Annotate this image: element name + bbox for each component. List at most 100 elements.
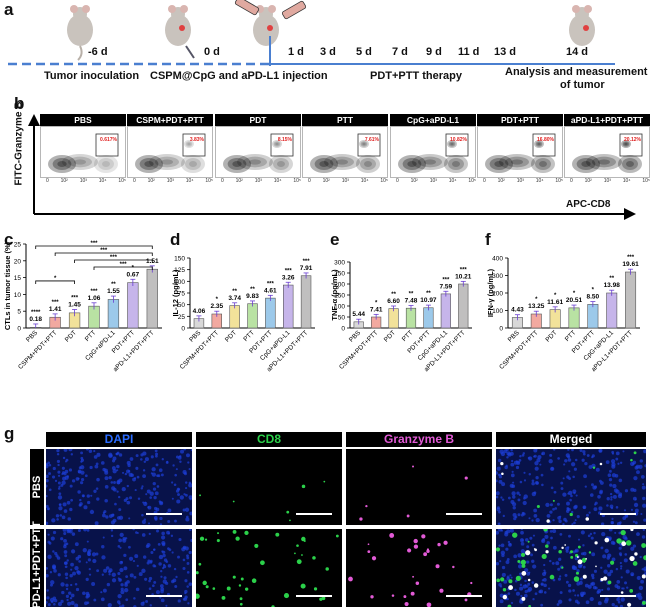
- bar: [568, 307, 580, 329]
- density-blob: [412, 154, 448, 170]
- day-label: 0 d: [204, 46, 220, 58]
- density-blob: [310, 155, 338, 173]
- row-label-pbs: PBS: [30, 449, 44, 525]
- x-tick-label: PTT: [84, 329, 98, 343]
- density-blob: [622, 141, 630, 147]
- density-blob: [98, 158, 114, 170]
- y-tick-label: 50: [178, 302, 186, 309]
- y-tick-label: 10: [14, 292, 22, 299]
- day-label: 1 d: [288, 46, 304, 58]
- flow-plot-title: PDT+PTT: [477, 114, 563, 126]
- data-label: 9.83: [246, 293, 259, 300]
- tick-label: 0: [396, 178, 399, 184]
- density-blob: [189, 161, 197, 167]
- gate-percentage: 16.80%: [537, 137, 555, 143]
- data-label: 1.06: [88, 295, 101, 302]
- density-blob: [181, 155, 205, 173]
- bracket-star: ***: [110, 255, 118, 261]
- density-blob: [626, 161, 634, 167]
- y-tick-label: 200: [334, 282, 345, 289]
- gate-percentage: 0.617%: [100, 137, 118, 143]
- density-blob: [621, 140, 631, 148]
- density-blob: [535, 158, 551, 170]
- flow-plot: PDT 8.15% 0 10² 10³ 10⁴ 10⁵: [215, 114, 301, 184]
- significance-star: *: [216, 297, 219, 303]
- gate-percentage: 3.83%: [190, 137, 205, 143]
- microscopy-image: [196, 529, 342, 607]
- tick-label: 10³: [254, 178, 262, 184]
- tick-label: 10³: [166, 178, 174, 184]
- flow-axis-arrows: [28, 114, 636, 220]
- bracket-star: ***: [90, 241, 98, 247]
- x-tick-label: PTT: [242, 329, 256, 343]
- tick-label: 10²: [235, 178, 243, 184]
- microscopy-image: [46, 449, 192, 525]
- x-tick-label: PBS: [25, 329, 40, 344]
- bracket-star: ***: [120, 262, 128, 268]
- density-blob: [184, 140, 194, 148]
- density-blob: [489, 158, 509, 170]
- gate-percentage: 20.12%: [624, 137, 642, 143]
- y-tick-label: 0: [17, 326, 21, 333]
- stage-label: of tumor: [560, 79, 605, 91]
- laser-icon-left: [234, 0, 260, 16]
- y-tick-label: 150: [334, 293, 345, 300]
- bar: [146, 268, 158, 329]
- density-blob: [592, 156, 616, 168]
- density-blob: [52, 158, 72, 170]
- bar: [423, 307, 434, 329]
- significance-star: ***: [460, 267, 468, 273]
- data-label: 10.97: [420, 297, 437, 304]
- tick-label: 10⁵: [118, 178, 126, 184]
- significance-star: *: [573, 291, 576, 297]
- y-tick-label: 25: [178, 314, 186, 321]
- x-tick-label: PBS: [348, 329, 363, 344]
- tick-label: 10⁴: [535, 178, 544, 184]
- tick-label: 0: [46, 178, 49, 184]
- tick-label: 0: [308, 178, 311, 184]
- density-blob: [418, 156, 442, 168]
- density-blob: [586, 154, 622, 170]
- density-blob: [539, 161, 547, 167]
- data-label: 7.91: [300, 265, 313, 272]
- y-tick-label: 75: [178, 291, 186, 298]
- tick-label: 10⁵: [555, 178, 563, 184]
- significance-bracket: [74, 259, 153, 263]
- density-blob: [402, 158, 422, 170]
- day-label: 3 d: [320, 46, 336, 58]
- gate-percentage: 8.15%: [278, 137, 293, 143]
- flow-plot: aPD-L1+PDT+PTT 20.12% 0 10² 10³ 10⁴ 10⁵: [564, 114, 650, 184]
- tick-label: 10⁵: [205, 178, 213, 184]
- density-blob: [531, 155, 555, 173]
- bar: [625, 271, 637, 329]
- significance-star: **: [426, 291, 431, 297]
- stage-label: CSPM@CpG and aPD-L1 injection: [150, 70, 328, 82]
- y-tick-label: 50: [338, 315, 346, 322]
- y-tick-label: 15: [14, 275, 22, 282]
- density-blob: [277, 161, 285, 167]
- y-tick-label: 20: [14, 258, 22, 265]
- significance-star: *: [592, 288, 595, 294]
- flow-tick-labels: 0 10² 10³ 10⁴ 10⁵: [221, 178, 301, 184]
- bar: [440, 293, 451, 329]
- density-blob: [362, 142, 366, 146]
- chart-e: 0 50 100 150 200 250 300 TNF-α (pg/mL) 5.44 PBS 7.…: [330, 260, 472, 373]
- flow-plot: PTT 7.61% 0 10² 10³ 10⁴ 10⁵: [302, 114, 388, 184]
- panel-d-letter: d: [170, 230, 181, 249]
- significance-star: ****: [31, 310, 41, 316]
- tick-label: 10⁴: [448, 178, 457, 184]
- density-blob: [447, 140, 457, 148]
- flow-tick-labels: 0 10² 10³ 10⁴ 10⁵: [133, 178, 213, 184]
- density-blob: [581, 161, 591, 167]
- density-blob: [398, 155, 426, 173]
- scale-bar: [600, 513, 636, 515]
- data-label: 13.98: [604, 282, 621, 289]
- density-blob: [452, 161, 460, 167]
- y-tick-label: 0: [499, 326, 503, 333]
- bar: [247, 303, 258, 329]
- y-tick-label: 0: [181, 326, 185, 333]
- mouse-icon-3: [253, 5, 279, 46]
- density-blob: [624, 142, 628, 146]
- tick-label: 0: [570, 178, 573, 184]
- data-label: 13.25: [528, 303, 545, 310]
